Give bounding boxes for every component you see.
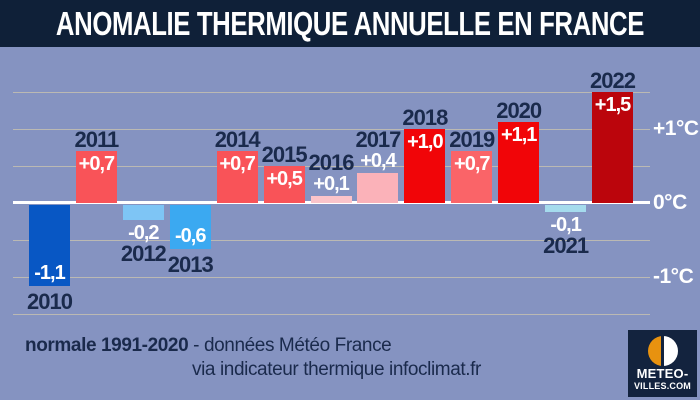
bar-2010 bbox=[29, 205, 70, 287]
gridline bbox=[13, 92, 650, 93]
footer-source: normale 1991-2020 - données Météo France… bbox=[25, 334, 481, 382]
bar-2017 bbox=[357, 173, 399, 203]
bar-2019 bbox=[451, 151, 493, 203]
value-label-2014: +0,7 bbox=[219, 153, 255, 176]
axis-label-0C: 0°C bbox=[653, 191, 687, 214]
gridline bbox=[13, 240, 650, 241]
value-label-2020: +1,1 bbox=[500, 123, 537, 146]
bar-2012 bbox=[122, 205, 164, 220]
gridline bbox=[13, 129, 650, 130]
footer-source-2: via indicateur thermique infoclimat.fr bbox=[192, 359, 481, 380]
axis-label--1C: -1°C bbox=[653, 265, 694, 288]
year-label-2021: 2021 bbox=[543, 233, 589, 259]
year-label-2019: 2019 bbox=[449, 127, 495, 153]
value-label-2016: +0,1 bbox=[313, 172, 349, 195]
year-label-2020: 2020 bbox=[496, 97, 542, 123]
year-label-2012: 2012 bbox=[120, 240, 167, 266]
bar-2016 bbox=[310, 195, 352, 203]
gridline bbox=[13, 166, 650, 167]
value-label-2022: +1,5 bbox=[594, 94, 631, 116]
sun-moon-icon bbox=[647, 336, 678, 366]
value-label-2018: +1,0 bbox=[407, 131, 443, 153]
value-label-2012: -0,2 bbox=[128, 221, 159, 244]
bar-2011 bbox=[75, 151, 117, 203]
logo-text-line1: METEO- bbox=[636, 366, 689, 381]
value-label-2010: -1,1 bbox=[34, 262, 65, 285]
year-label-2016: 2016 bbox=[308, 149, 355, 175]
bar-2014 bbox=[216, 151, 258, 203]
bar-2015 bbox=[263, 166, 305, 203]
gridline bbox=[13, 314, 650, 315]
bar-2013 bbox=[169, 205, 211, 250]
footer-source-1: - données Météo France bbox=[188, 335, 392, 356]
year-label-2017: 2017 bbox=[355, 127, 401, 153]
year-label-2022: 2022 bbox=[590, 68, 636, 93]
value-label-2011: +0,7 bbox=[78, 153, 115, 176]
bar-2022 bbox=[592, 92, 634, 203]
value-label-2021: -0,1 bbox=[550, 214, 581, 237]
bar-2018 bbox=[404, 129, 446, 203]
year-label-2011: 2011 bbox=[74, 127, 120, 153]
year-label-2018: 2018 bbox=[402, 105, 448, 130]
footer-normale: normale 1991-2020 bbox=[25, 335, 189, 356]
value-label-2013: -0,6 bbox=[175, 225, 206, 248]
footer-line-1: normale 1991-2020 - données Météo France bbox=[25, 334, 481, 358]
page-title: ANOMALIE THERMIQUE ANNUELLE EN FRANCE bbox=[55, 4, 645, 42]
year-label-2010: 2010 bbox=[27, 289, 73, 315]
year-label-2014: 2014 bbox=[214, 127, 261, 153]
logo-meteo-villes: METEO- VILLES.COM bbox=[628, 330, 697, 397]
title-bar: ANOMALIE THERMIQUE ANNUELLE EN FRANCE bbox=[0, 0, 700, 47]
year-label-2015: 2015 bbox=[261, 142, 308, 167]
value-label-2015: +0,5 bbox=[266, 168, 302, 190]
value-label-2019: +0,7 bbox=[454, 153, 490, 176]
logo-text-line2: VILLES.COM bbox=[633, 381, 691, 391]
bar-2021 bbox=[545, 205, 587, 213]
gridline bbox=[13, 277, 650, 278]
axis-label-1C: +1°C bbox=[653, 117, 699, 140]
value-label-2017: +0,4 bbox=[360, 150, 396, 173]
year-label-2013: 2013 bbox=[167, 252, 214, 278]
bar-2020 bbox=[498, 121, 540, 203]
